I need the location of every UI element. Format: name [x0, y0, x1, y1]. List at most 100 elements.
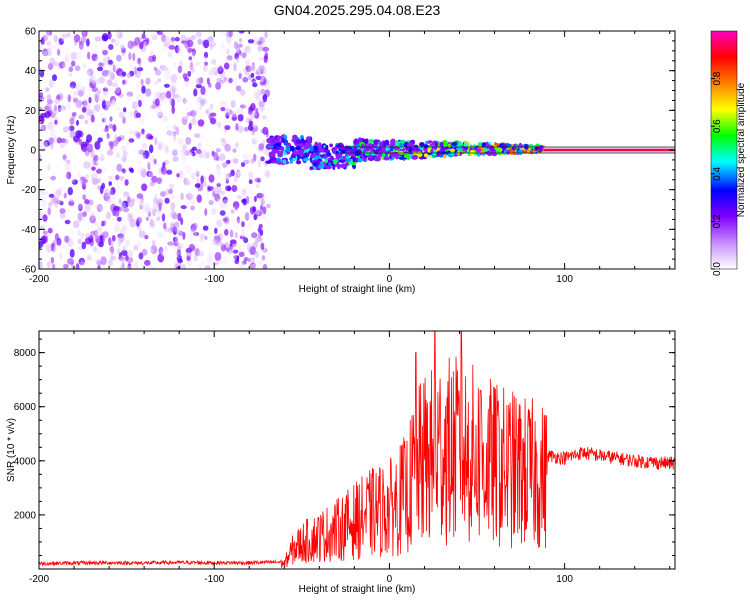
heatmap-cell — [50, 257, 55, 264]
heatmap-cell — [289, 145, 295, 152]
snr-xlabel: Height of straight line (km) — [299, 584, 416, 595]
heatmap-cell — [158, 246, 164, 255]
heatmap-cell — [152, 201, 158, 211]
heatmap-cell — [171, 166, 176, 173]
heatmap-cell — [320, 154, 325, 158]
heatmap-cell — [97, 177, 101, 184]
heatmap-cell — [215, 148, 221, 153]
heatmap-cell — [229, 140, 235, 147]
heatmap-cell — [210, 208, 217, 215]
heatmap-cell — [39, 152, 42, 160]
heatmap-cell — [94, 36, 102, 42]
heatmap-cell — [233, 77, 238, 87]
heatmap-cell — [133, 66, 137, 75]
heatmap-cell — [204, 61, 209, 66]
heatmap-cell — [227, 37, 231, 44]
heatmap-cell — [251, 263, 257, 269]
heatmap-cell — [65, 159, 71, 164]
heatmap-cell — [141, 128, 145, 135]
heatmap-cell — [173, 236, 178, 243]
heatmap-cell — [214, 227, 218, 234]
heatmap-cell — [163, 42, 171, 48]
heatmap-cell — [208, 200, 214, 206]
heatmap-cell — [390, 139, 396, 145]
heatmap-cell — [207, 186, 215, 191]
heatmap-cell — [267, 145, 274, 149]
heatmap-cell — [78, 138, 83, 146]
heatmap-cell — [68, 199, 75, 207]
heatmap-cell — [113, 65, 119, 71]
heatmap-cell — [253, 92, 259, 99]
heatmap-cell — [181, 116, 188, 126]
heatmap-cell — [177, 97, 182, 105]
heatmap-cell — [146, 190, 151, 200]
heatmap-cell — [206, 255, 213, 264]
heatmap-cell — [184, 150, 191, 156]
heatmap-cell — [165, 125, 169, 132]
heatmap-cell — [180, 192, 184, 201]
heatmap-cell — [309, 145, 314, 152]
heatmap-cell — [151, 34, 158, 41]
heatmap-cell — [231, 157, 237, 164]
heatmap-cell — [258, 89, 266, 96]
heatmap-cell — [257, 45, 263, 52]
heatmap-cell — [138, 158, 142, 166]
heatmap-cell — [48, 137, 55, 144]
heatmap-cell — [40, 124, 47, 132]
heatmap-cell — [251, 78, 256, 84]
heatmap-cell — [132, 52, 136, 62]
heatmap-cell — [196, 77, 202, 85]
heatmap-cell — [222, 199, 230, 208]
heatmap-cell — [80, 260, 85, 267]
heatmap-cell — [78, 202, 82, 210]
heatmap-cell — [248, 120, 254, 126]
heatmap-cell — [249, 186, 256, 194]
heatmap-cell — [75, 83, 80, 91]
heatmap-cell — [136, 216, 143, 224]
heatmap-cell — [218, 121, 222, 129]
heatmap-cell — [251, 33, 257, 40]
heatmap-cell — [196, 194, 202, 203]
heatmap-cell — [255, 75, 262, 80]
heatmap-cell — [117, 247, 121, 255]
heatmap-cell — [47, 80, 52, 86]
heatmap-cell — [127, 249, 134, 259]
heatmap-cell — [364, 151, 370, 156]
heatmap-cell — [187, 188, 193, 197]
heatmap-cell — [118, 256, 125, 261]
heatmap-cell — [208, 69, 214, 76]
heatmap-cell — [83, 161, 91, 169]
heatmap-cell — [100, 256, 107, 266]
heatmap-cell — [211, 238, 217, 246]
heatmap-cell — [303, 145, 308, 150]
heatmap-cell — [106, 220, 112, 226]
heatmap-cell — [137, 100, 142, 107]
heatmap-cell — [120, 145, 128, 152]
heatmap-cell — [98, 76, 105, 84]
heatmap-cell — [402, 148, 406, 152]
heatmap-cell — [157, 144, 163, 151]
heatmap-cell — [143, 202, 150, 212]
snr-ylabel: SNR (10 * v/v) — [6, 418, 17, 482]
heatmap-cell — [171, 212, 178, 220]
heatmap-cell — [53, 104, 58, 111]
heatmap-cell — [209, 103, 214, 110]
heatmap-cell — [76, 83, 82, 92]
heatmap-cell — [70, 85, 74, 94]
heatmap-cell — [232, 148, 237, 153]
heatmap-cell — [177, 242, 184, 249]
heatmap-cell — [112, 100, 116, 107]
heatmap-cell — [45, 31, 53, 36]
heatmap-cell — [382, 152, 386, 158]
heatmap-cell — [205, 151, 210, 159]
heatmap-cell — [180, 205, 187, 210]
heatmap-cell — [62, 154, 66, 162]
heatmap-cell — [240, 261, 246, 269]
heatmap-cell — [97, 225, 103, 234]
heatmap-cell — [109, 164, 116, 172]
heatmap-cell — [95, 55, 100, 64]
heatmap-cell — [185, 192, 193, 201]
heatmap-cell — [103, 115, 108, 123]
heatmap-cell — [118, 234, 125, 243]
colorbar-tick-label: 0.8 — [712, 71, 723, 85]
